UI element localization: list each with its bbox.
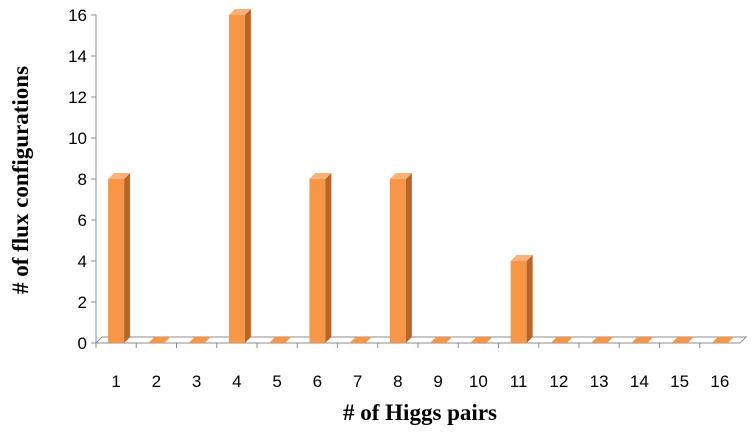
y-tick-label: 0 [78, 334, 87, 353]
bar [389, 173, 412, 343]
x-tick-label: 7 [353, 372, 362, 391]
bar-top [631, 337, 654, 343]
bar [188, 337, 211, 344]
bar-top [349, 337, 372, 343]
bar-front [228, 15, 245, 343]
bar-top [108, 173, 131, 179]
y-tick-label: 12 [68, 88, 87, 107]
x-tick-label: 15 [670, 372, 689, 391]
bar-front [108, 179, 125, 343]
x-tick-label: 16 [710, 372, 729, 391]
y-tick-label: 4 [78, 252, 87, 271]
bar [309, 173, 332, 343]
x-tick-label: 5 [272, 372, 281, 391]
x-tick-label: 4 [232, 372, 241, 391]
y-tick-label: 2 [78, 293, 87, 312]
bar-top [389, 173, 412, 179]
x-tick-label: 3 [192, 372, 201, 391]
bar-top [470, 337, 493, 343]
y-tick-label: 10 [68, 129, 87, 148]
bar-side [526, 255, 533, 343]
bar-series [108, 9, 734, 344]
bar-top [550, 337, 573, 343]
bar-top [591, 337, 614, 343]
bar-top [711, 337, 734, 343]
x-tick-label: 9 [433, 372, 442, 391]
y-axis-ticks: 0 2 4 6 8 10 12 14 16 [68, 6, 96, 353]
bar-side [124, 173, 131, 343]
bar-front [309, 179, 326, 343]
x-axis-ticks: 1 2 3 4 5 6 7 8 9 10 11 12 13 14 15 16 [95, 343, 729, 391]
bar-top [510, 255, 533, 261]
y-tick-label: 6 [78, 211, 87, 230]
bar-top [148, 337, 171, 343]
bar [550, 337, 573, 344]
bar-top [309, 173, 332, 179]
y-axis-title: # of flux configurations [8, 66, 33, 294]
x-tick-label: 6 [313, 372, 322, 391]
bar [470, 337, 493, 344]
bar-side [325, 173, 332, 343]
x-tick-label: 11 [510, 372, 528, 391]
bar [228, 9, 251, 343]
y-tick-label: 16 [68, 6, 87, 25]
bar [269, 337, 292, 344]
y-tick-label: 14 [68, 47, 87, 66]
bar [148, 337, 171, 344]
bar [631, 337, 654, 344]
bar-side [244, 9, 251, 343]
bar-top [269, 337, 292, 343]
bar-top [671, 337, 694, 343]
bar-front [510, 261, 527, 343]
bar-top [228, 9, 251, 15]
y-tick-label: 8 [78, 170, 87, 189]
bar [430, 337, 453, 344]
bar [349, 337, 372, 344]
x-axis-title: # of Higgs pairs [343, 400, 497, 425]
x-tick-label: 14 [630, 372, 649, 391]
bar-front [389, 179, 406, 343]
x-tick-label: 10 [469, 372, 488, 391]
x-tick-label: 2 [152, 372, 161, 391]
x-tick-label: 8 [393, 372, 402, 391]
bar [510, 255, 533, 343]
bar [108, 173, 131, 343]
bar [591, 337, 614, 344]
bar [711, 337, 734, 344]
x-tick-label: 13 [590, 372, 609, 391]
bar-top [188, 337, 211, 343]
x-tick-label: 12 [549, 372, 568, 391]
bar-side [405, 173, 412, 343]
bar [671, 337, 694, 344]
bar-top [430, 337, 453, 343]
x-tick-label: 1 [111, 372, 120, 391]
